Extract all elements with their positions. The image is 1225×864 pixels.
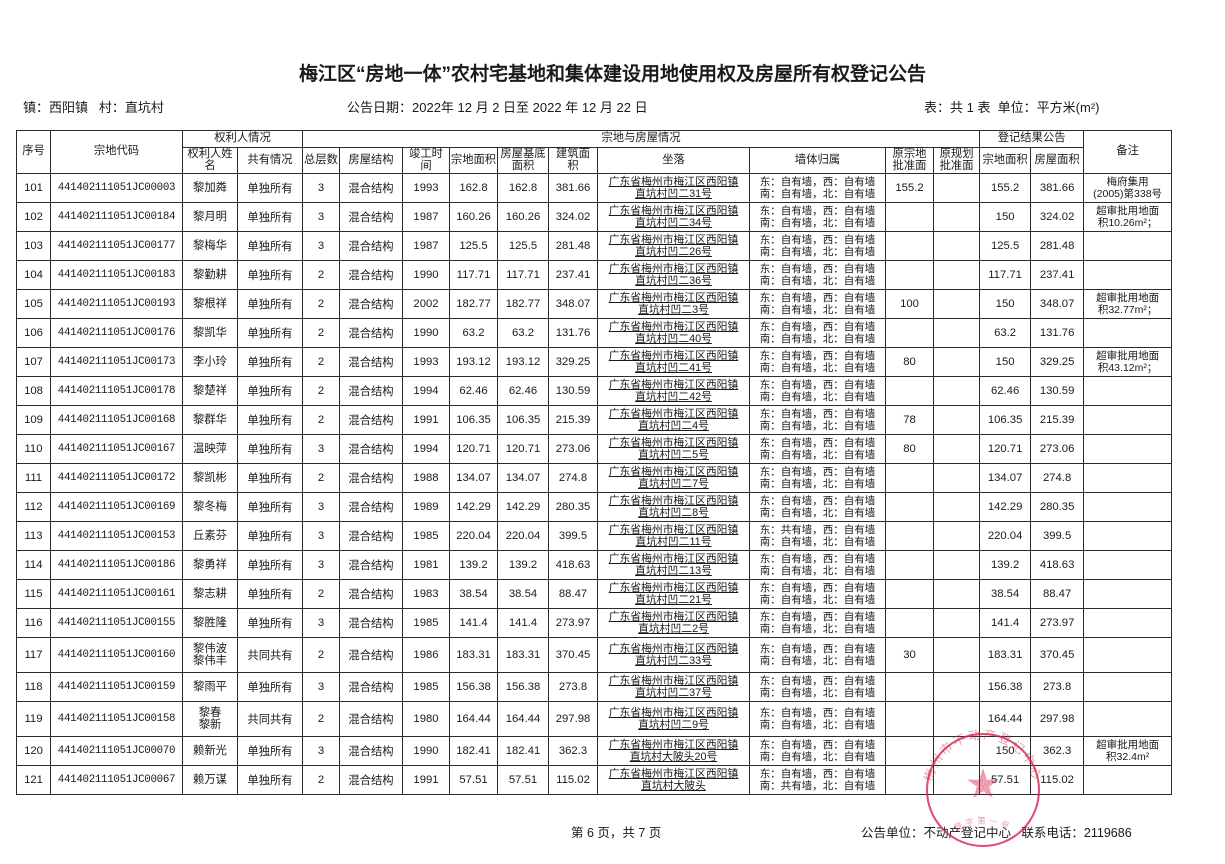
svg-text:登字第一号: 登字第一号	[952, 815, 1013, 832]
